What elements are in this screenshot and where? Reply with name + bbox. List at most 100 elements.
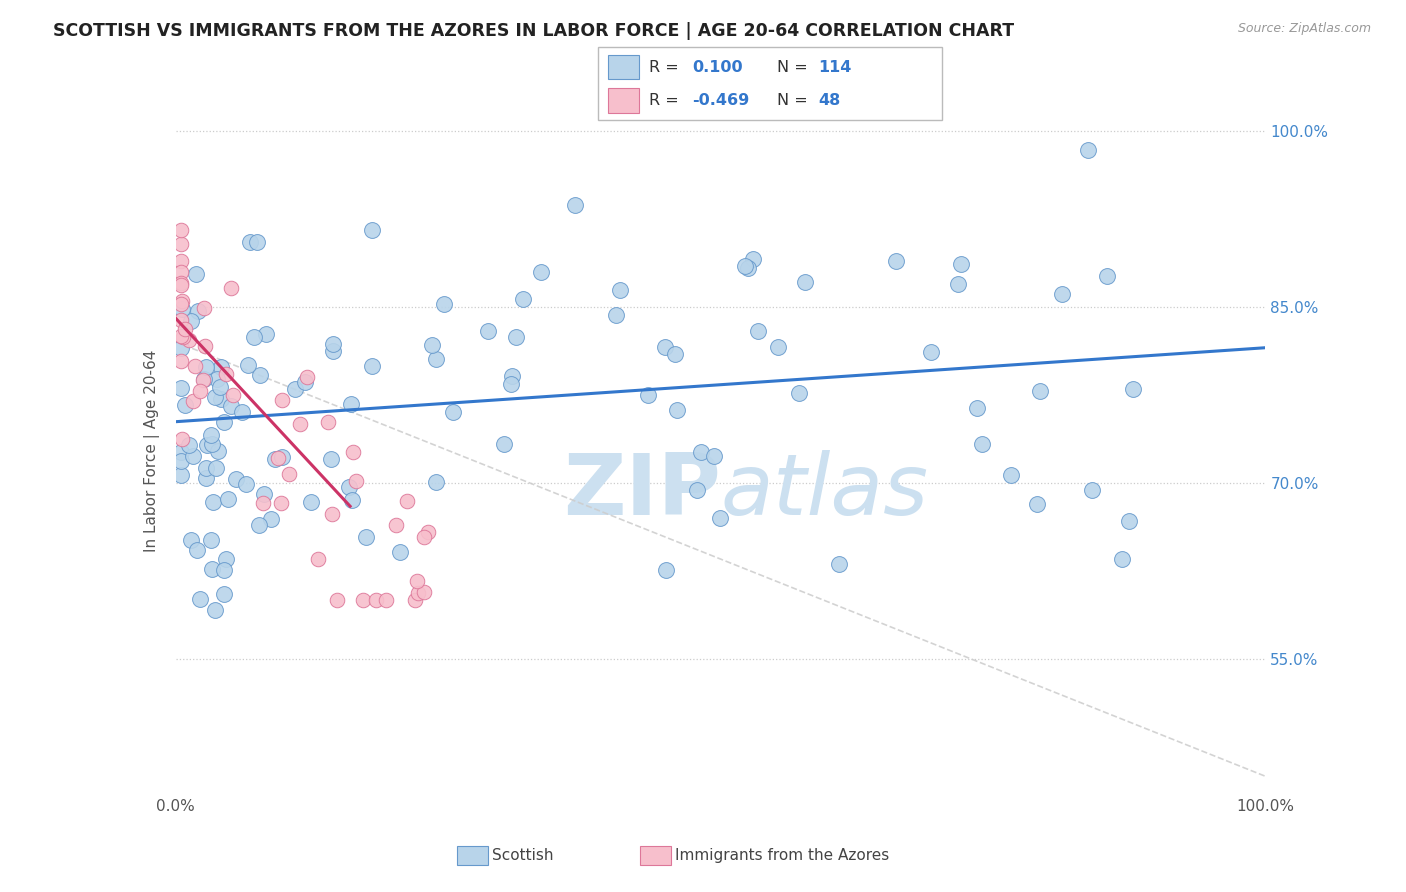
Y-axis label: In Labor Force | Age 20-64: In Labor Force | Age 20-64 — [143, 350, 160, 551]
Point — [256, 326, 278, 341]
Point — [416, 524, 439, 539]
Point — [195, 438, 218, 452]
Point — [209, 392, 232, 407]
Point — [406, 574, 429, 588]
Point — [186, 543, 208, 558]
Text: R =: R = — [650, 93, 679, 108]
Point — [501, 369, 523, 384]
Point — [703, 450, 725, 464]
Point — [664, 347, 686, 361]
Point — [433, 297, 456, 311]
Point — [204, 390, 226, 404]
Point — [217, 491, 239, 506]
Point — [319, 452, 342, 467]
Point — [294, 375, 316, 389]
Point — [1118, 515, 1140, 529]
Point — [340, 493, 363, 508]
Point — [342, 445, 364, 459]
Point — [321, 507, 343, 521]
Point — [174, 322, 197, 336]
Point — [787, 386, 810, 401]
Point — [950, 256, 973, 270]
Point — [212, 587, 235, 601]
Text: atlas: atlas — [721, 450, 928, 533]
Point — [494, 436, 516, 450]
Point — [193, 301, 215, 316]
Point — [1095, 269, 1118, 284]
Point — [193, 338, 215, 352]
Point — [215, 551, 238, 566]
Point — [202, 495, 225, 509]
Point — [180, 314, 202, 328]
Point — [352, 593, 374, 607]
Point — [413, 585, 436, 599]
Point — [177, 437, 200, 451]
Point — [1029, 384, 1052, 398]
Bar — [607, 54, 638, 79]
Point — [170, 381, 193, 395]
Point — [187, 304, 209, 318]
Point — [170, 236, 193, 251]
Point — [231, 405, 253, 419]
Point — [477, 324, 499, 338]
Point — [200, 428, 222, 442]
Point — [186, 268, 208, 282]
Point — [307, 551, 329, 566]
Point — [181, 393, 204, 408]
Point — [920, 345, 942, 359]
Point — [170, 276, 193, 290]
Point — [395, 493, 418, 508]
Point — [742, 252, 765, 266]
Point — [249, 368, 271, 383]
Point — [247, 517, 270, 532]
Point — [766, 340, 789, 354]
Point — [354, 531, 377, 545]
Point — [215, 367, 238, 381]
Point — [747, 324, 769, 338]
Point — [170, 432, 193, 446]
Point — [737, 261, 759, 276]
Text: 48: 48 — [818, 93, 841, 108]
Text: ZIP: ZIP — [562, 450, 721, 533]
Point — [689, 445, 711, 459]
Point — [1000, 467, 1022, 482]
Point — [972, 437, 994, 451]
Point — [170, 278, 193, 293]
Point — [794, 275, 817, 289]
Point — [1025, 497, 1047, 511]
Point — [655, 563, 678, 577]
Point — [183, 359, 205, 373]
Point — [666, 403, 689, 417]
Point — [360, 223, 382, 237]
Point — [200, 533, 222, 547]
Text: Immigrants from the Azores: Immigrants from the Azores — [675, 848, 889, 863]
Point — [1081, 483, 1104, 497]
Point — [1050, 287, 1073, 301]
Point — [322, 344, 344, 359]
Point — [194, 461, 217, 475]
Point — [637, 388, 659, 402]
Point — [260, 512, 283, 526]
Point — [180, 533, 202, 548]
Point — [412, 530, 434, 544]
Text: N =: N = — [776, 93, 807, 108]
Point — [388, 545, 411, 559]
Point — [339, 397, 361, 411]
Point — [219, 280, 242, 294]
Point — [385, 518, 408, 533]
Point — [318, 415, 340, 429]
Point — [201, 437, 224, 451]
Point — [1077, 144, 1099, 158]
Point — [322, 337, 344, 351]
Point — [170, 329, 193, 343]
Point — [170, 223, 193, 237]
Point — [242, 330, 264, 344]
Point — [170, 254, 193, 268]
Point — [201, 562, 224, 576]
Point — [364, 593, 387, 607]
Point — [235, 477, 257, 491]
Point — [346, 475, 368, 489]
Point — [245, 235, 267, 249]
Point — [209, 359, 232, 374]
Point — [170, 354, 193, 368]
